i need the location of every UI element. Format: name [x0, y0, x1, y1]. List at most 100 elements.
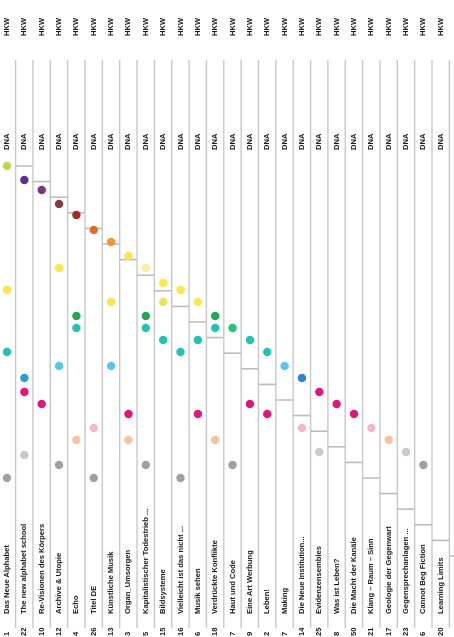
column-title: Das Neue Alphabet [2, 545, 11, 614]
hkw-label: HKW [262, 17, 272, 36]
column-title: Haut und Code [227, 560, 237, 614]
topic-dot [89, 225, 98, 235]
topic-dot [367, 423, 376, 433]
column [448, 60, 454, 628]
hkw-label: HKW [123, 17, 133, 36]
column-number: 14 [296, 627, 306, 636]
topic-dot [72, 323, 81, 333]
hkw-label: HKW [331, 17, 341, 36]
topic-dot [419, 460, 428, 470]
column-title: Klang – Raum – Sinn [366, 538, 376, 614]
topic-dot [54, 263, 64, 273]
hkw-label: HKW [36, 17, 46, 36]
column [297, 60, 328, 628]
column [419, 60, 450, 628]
column-number: 15 [158, 627, 168, 636]
column [141, 60, 172, 628]
topic-dot [384, 435, 393, 445]
topic-dot [332, 399, 341, 409]
topic-dot [54, 199, 64, 209]
column-number: 7 [227, 631, 237, 636]
topic-dot [176, 473, 185, 483]
topic-dot [263, 409, 272, 419]
column [2, 60, 33, 628]
column-number: 26 [88, 627, 98, 636]
topic-dot [89, 473, 98, 483]
column-title: Kapitalistischer Todestrieb ... [140, 508, 150, 614]
hkw-label: HKW [88, 17, 98, 36]
column [176, 60, 207, 628]
hkw-label: HKW [158, 17, 168, 36]
topic-dot [20, 387, 29, 397]
dna-label: DNA [192, 133, 202, 150]
hkw-label: HKW [383, 17, 393, 36]
topic-dot [72, 210, 81, 220]
column-number: 9 [244, 631, 254, 636]
topic-dot [193, 335, 203, 345]
column-number: 17 [383, 627, 393, 636]
column [211, 60, 242, 628]
dna-label: DNA [71, 133, 81, 150]
column-title: Die Macht der Kanäle [349, 537, 358, 614]
topic-dot [37, 185, 46, 195]
column-title: Making [279, 587, 289, 614]
column [124, 60, 155, 628]
column-title: Organ_Umsorgen [123, 549, 133, 614]
hkw-label: HKW [366, 17, 376, 36]
column-title: Gegensprechanlagen ... [401, 528, 411, 614]
column [384, 60, 415, 628]
dna-label: DNA [210, 133, 220, 150]
topic-dot [158, 297, 168, 307]
column [349, 60, 380, 628]
column [228, 60, 259, 628]
column-title: Bildsysteme [158, 569, 168, 614]
column [20, 60, 51, 628]
dna-label: DNA [366, 133, 376, 150]
column-title: Cannot Beg Fiction [418, 544, 428, 614]
topic-dot [37, 399, 46, 409]
dna-label: DNA [19, 133, 29, 150]
column-number: 2 [262, 631, 272, 636]
hkw-label: HKW [435, 17, 445, 36]
dna-label: DNA [349, 133, 358, 150]
dna-label: DNA [383, 133, 393, 150]
dna-label: DNA [279, 133, 289, 150]
column [89, 60, 120, 628]
topic-dot [141, 311, 150, 321]
dna-label: DNA [158, 133, 168, 150]
column-title: Re-Visionen des Körpers [36, 523, 46, 614]
dna-label: DNA [296, 133, 306, 150]
dna-label: DNA [314, 133, 324, 150]
column [280, 60, 311, 628]
topic-dot [141, 460, 150, 470]
topic-dot [315, 387, 324, 397]
column-number: 21 [366, 627, 376, 636]
column [263, 60, 294, 628]
topic-dot [54, 361, 64, 371]
hkw-label: HKW [2, 17, 11, 36]
column [37, 60, 68, 628]
topic-dot [72, 435, 81, 445]
topic-dot [193, 409, 203, 419]
topic-dot [20, 175, 29, 185]
column-number: 7 [279, 631, 289, 636]
column-number: 20 [435, 627, 445, 636]
topic-dot [2, 347, 12, 357]
dna-label: DNA [36, 133, 46, 150]
dna-label: DNA [54, 133, 64, 150]
dna-label: DNA [401, 133, 411, 150]
topic-dot [124, 435, 133, 445]
column-number: 10 [36, 627, 46, 636]
column-title: Was ist Leben? [331, 558, 341, 614]
column-number: 12 [54, 627, 64, 636]
dna-label: DNA [2, 133, 11, 150]
hkw-label: HKW [140, 17, 150, 36]
column-number: 50 [349, 627, 358, 636]
topic-dot [2, 161, 12, 171]
column-title: Eine Art Werbung [244, 550, 254, 614]
column-number: 18 [210, 627, 220, 636]
dna-label: DNA [435, 133, 445, 150]
topic-dot [72, 311, 81, 321]
topic-dot [106, 297, 116, 307]
